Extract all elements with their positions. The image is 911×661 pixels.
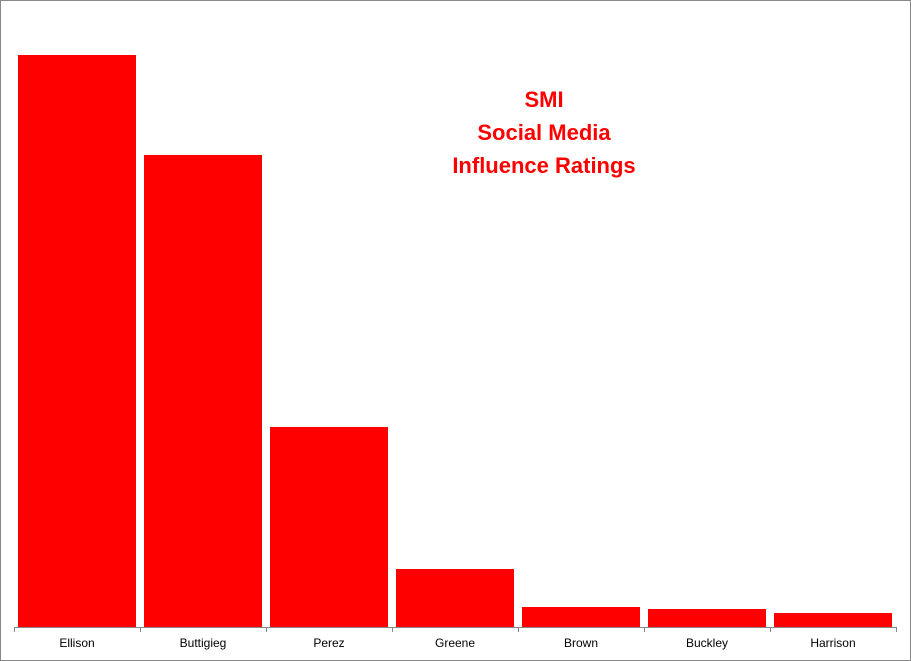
x-tick-label: Buckley bbox=[686, 636, 728, 650]
bar bbox=[18, 55, 136, 627]
x-tick-label: Ellison bbox=[59, 636, 94, 650]
bar bbox=[648, 609, 766, 627]
bar bbox=[774, 613, 892, 627]
chart-title: SMI bbox=[524, 87, 563, 112]
bar bbox=[396, 569, 514, 627]
bar bbox=[144, 155, 262, 627]
x-tick-label: Buttigieg bbox=[180, 636, 227, 650]
chart-title: Influence Ratings bbox=[452, 153, 635, 178]
x-tick-label: Perez bbox=[313, 636, 344, 650]
bar bbox=[522, 607, 640, 627]
chart-title: Social Media bbox=[477, 120, 611, 145]
x-tick-label: Brown bbox=[564, 636, 598, 650]
x-tick-label: Greene bbox=[435, 636, 475, 650]
bar bbox=[270, 427, 388, 627]
x-tick-label: Harrison bbox=[810, 636, 855, 650]
